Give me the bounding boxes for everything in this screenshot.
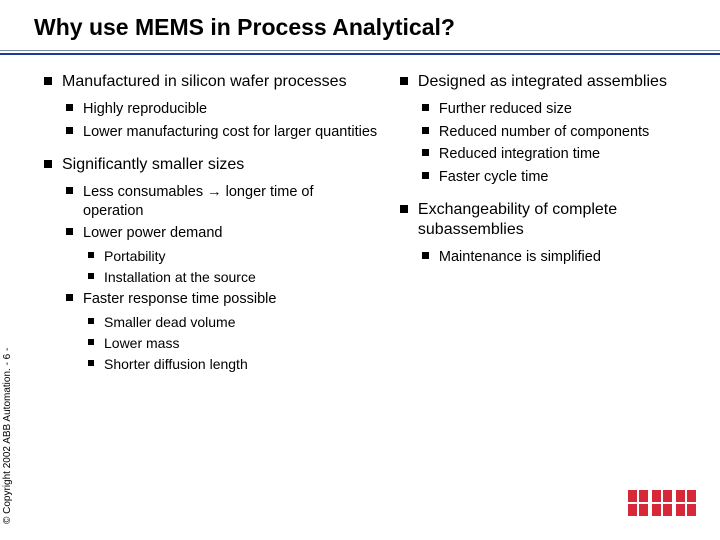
list-item: Installation at the source xyxy=(88,268,378,286)
bullet-text: Less consumables → longer time of operat… xyxy=(83,183,378,220)
bullet-text: Significantly smaller sizes xyxy=(62,155,378,175)
square-bullet-icon xyxy=(44,77,52,85)
list-item: Smaller dead volume xyxy=(88,313,378,331)
list-item: Highly reproducible xyxy=(66,100,378,119)
square-bullet-icon xyxy=(66,127,73,134)
content-area: Manufactured in silicon wafer processes … xyxy=(44,72,702,510)
square-bullet-icon xyxy=(400,77,408,85)
square-bullet-icon xyxy=(422,252,429,259)
bullet-text: Faster cycle time xyxy=(439,168,702,187)
list-item: Exchangeability of complete subassemblie… xyxy=(400,200,702,240)
bullet-text: Portability xyxy=(104,247,378,265)
square-bullet-icon xyxy=(400,205,408,213)
list-item: Reduced integration time xyxy=(422,145,702,164)
bullet-text: Lower manufacturing cost for larger quan… xyxy=(83,123,378,142)
left-column: Manufactured in silicon wafer processes … xyxy=(44,72,378,510)
bullet-text: Manufactured in silicon wafer processes xyxy=(62,72,378,92)
list-item: Reduced number of components xyxy=(422,123,702,142)
square-bullet-icon xyxy=(422,104,429,111)
abb-logo xyxy=(628,490,696,518)
bullet-text: Smaller dead volume xyxy=(104,313,378,331)
square-bullet-icon xyxy=(66,187,73,194)
list-item: Manufactured in silicon wafer processes xyxy=(44,72,378,92)
square-bullet-icon xyxy=(422,149,429,156)
bullet-text: Highly reproducible xyxy=(83,100,378,119)
square-bullet-icon xyxy=(66,104,73,111)
bullet-text: Maintenance is simplified xyxy=(439,248,702,267)
divider xyxy=(0,50,720,51)
bullet-text: Lower mass xyxy=(104,334,378,352)
square-bullet-icon xyxy=(88,273,94,279)
list-item: Faster cycle time xyxy=(422,168,702,187)
bullet-text: Exchangeability of complete subassemblie… xyxy=(418,200,702,240)
bullet-text: Further reduced size xyxy=(439,100,702,119)
bullet-text: Designed as integrated assemblies xyxy=(418,72,702,92)
list-item: Shorter diffusion length xyxy=(88,355,378,373)
square-bullet-icon xyxy=(422,172,429,179)
list-item: Lower manufacturing cost for larger quan… xyxy=(66,123,378,142)
bullet-text: Reduced number of components xyxy=(439,123,702,142)
bullet-text: Lower power demand xyxy=(83,224,378,243)
list-item: Faster response time possible xyxy=(66,290,378,309)
list-item: Significantly smaller sizes xyxy=(44,155,378,175)
square-bullet-icon xyxy=(88,252,94,258)
list-item: Designed as integrated assemblies xyxy=(400,72,702,92)
slide: Why use MEMS in Process Analytical? Manu… xyxy=(0,0,720,540)
list-item: Lower power demand xyxy=(66,224,378,243)
square-bullet-icon xyxy=(66,228,73,235)
list-item: Lower mass xyxy=(88,334,378,352)
bullet-text: Reduced integration time xyxy=(439,145,702,164)
right-column: Designed as integrated assemblies Furthe… xyxy=(400,72,702,510)
bullet-text: Shorter diffusion length xyxy=(104,355,378,373)
square-bullet-icon xyxy=(66,294,73,301)
list-item: Maintenance is simplified xyxy=(422,248,702,267)
slide-title: Why use MEMS in Process Analytical? xyxy=(34,14,455,41)
divider-accent xyxy=(0,53,720,55)
copyright-text: © Copyright 2002 ABB Automation. - 6 - xyxy=(2,348,13,524)
square-bullet-icon xyxy=(88,339,94,345)
square-bullet-icon xyxy=(88,318,94,324)
list-item: Further reduced size xyxy=(422,100,702,119)
list-item: Portability xyxy=(88,247,378,265)
bullet-text: Installation at the source xyxy=(104,268,378,286)
bullet-text: Faster response time possible xyxy=(83,290,378,309)
list-item: Less consumables → longer time of operat… xyxy=(66,183,378,220)
square-bullet-icon xyxy=(422,127,429,134)
square-bullet-icon xyxy=(44,160,52,168)
square-bullet-icon xyxy=(88,360,94,366)
